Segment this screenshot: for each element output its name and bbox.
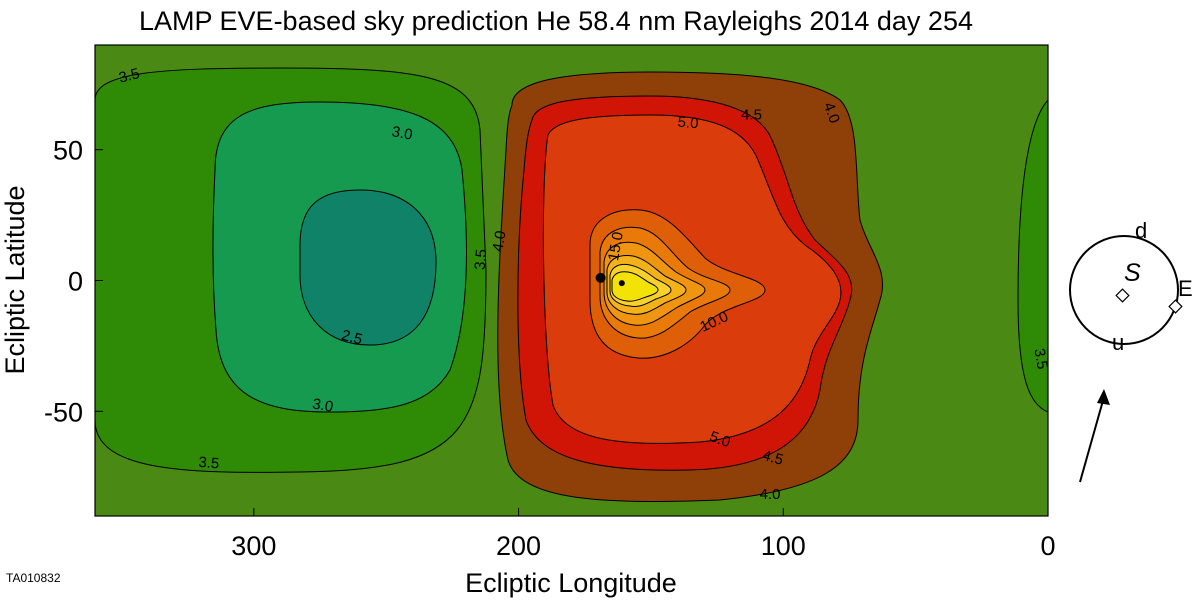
chart-title: LAMP EVE-based sky prediction He 58.4 nm… — [139, 6, 973, 36]
contour-label: 5.0 — [707, 428, 732, 451]
y-tick-label: 50 — [53, 136, 83, 166]
y-axis-ticks: 50 0 -50 — [44, 136, 103, 427]
markers — [595, 272, 625, 287]
contour-label: 3.0 — [390, 123, 413, 143]
inset-label-e: E — [1178, 276, 1193, 301]
earth-direction-marker — [1168, 299, 1183, 314]
y-tick-label: -50 — [44, 397, 83, 427]
x-axis-ticks: 300 200 100 0 — [231, 508, 1056, 561]
direction-arrow — [1079, 396, 1105, 483]
figure-id: TA010832 — [6, 571, 61, 585]
x-tick-label: 100 — [761, 531, 806, 561]
contour-label: 3.0 — [311, 395, 334, 415]
inset-label-s: S — [1124, 259, 1141, 287]
direction-arrow-head — [1097, 389, 1110, 405]
contour-region-2-5 — [300, 190, 436, 345]
contour-lines — [95, 67, 1048, 503]
y-tick-label: 0 — [68, 267, 83, 297]
position-marker — [595, 272, 606, 283]
position-marker — [618, 280, 625, 287]
x-tick-label: 0 — [1040, 531, 1055, 561]
contour-plot-area: 3.53.02.53.03.53.54.0 15.010.05.0 4.5 4.05.… — [95, 45, 1050, 516]
contour-label: 4.0 — [489, 229, 509, 252]
contour-label: 4.5 — [741, 107, 762, 124]
contour-label: 15.0 — [605, 231, 627, 263]
contour-region-right-edge — [1018, 100, 1048, 412]
contour-label: 5.0 — [677, 114, 699, 133]
contour-label: 3.5 — [117, 65, 142, 87]
orientation-circle — [1069, 235, 1179, 345]
contour-label: 3.5 — [198, 454, 220, 473]
sun-direction-marker — [1115, 288, 1130, 303]
contour-label: 4.5 — [761, 447, 786, 469]
y-axis-title: Ecliptic Latitude — [0, 185, 30, 374]
contour-label: 4.0 — [760, 486, 781, 503]
contour-label: 2.5 — [340, 327, 365, 349]
contour-label: 3.5 — [472, 248, 491, 270]
orientation-inset: d S E u — [1069, 218, 1193, 483]
contour-label: 3.5 — [1030, 347, 1050, 370]
contour-region-core — [612, 271, 658, 302]
x-axis-title: Ecliptic Longitude — [465, 568, 677, 598]
inset-label-d: d — [1135, 218, 1147, 243]
inset-label-u: u — [1112, 330, 1124, 355]
contour-label: 4.0 — [820, 100, 843, 125]
x-tick-label: 200 — [496, 531, 541, 561]
x-tick-label: 300 — [231, 531, 276, 561]
